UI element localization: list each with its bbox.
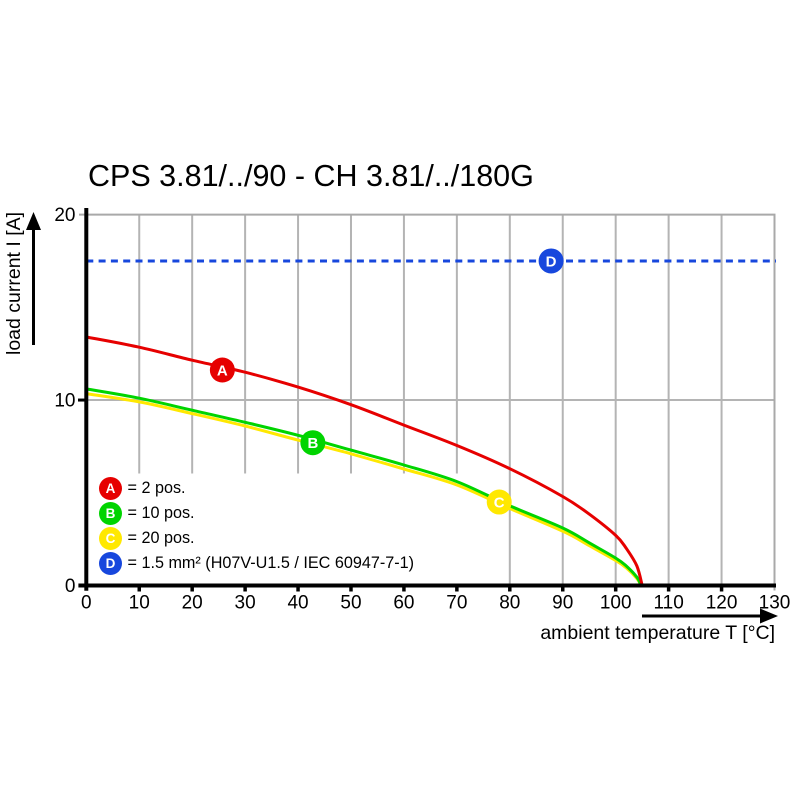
x-tick-label: 0 bbox=[81, 593, 92, 614]
x-tick-label: 40 bbox=[287, 593, 308, 614]
legend-item-A: A = 2 pos. bbox=[99, 477, 414, 502]
x-tick-label: 30 bbox=[235, 593, 256, 614]
marker-layer: A B C D bbox=[209, 248, 564, 515]
marker-letter-A: A bbox=[217, 363, 228, 380]
legend-marker-D: D bbox=[99, 551, 122, 575]
curve-B bbox=[86, 387, 643, 587]
y-axis-title: load current I [A] bbox=[3, 211, 25, 355]
legend-label-C: = 20 pos. bbox=[127, 528, 195, 547]
y-tick-label: 0 bbox=[65, 576, 76, 597]
x-tick-label: 110 bbox=[653, 593, 683, 614]
legend-marker-B: B bbox=[99, 502, 122, 526]
legend-marker-A: A bbox=[99, 477, 122, 501]
x-tick-label: 60 bbox=[393, 593, 414, 614]
y-axis-arrow-head bbox=[26, 212, 41, 230]
marker-A: A bbox=[209, 357, 235, 383]
legend-label-B: = 10 pos. bbox=[127, 504, 195, 523]
marker-B: B bbox=[300, 430, 326, 456]
x-tick-label: 90 bbox=[552, 593, 573, 614]
marker-circle-A bbox=[209, 357, 235, 383]
x-tick-label: 120 bbox=[706, 593, 738, 614]
marker-D: D bbox=[538, 248, 564, 274]
x-tick-label: 130 bbox=[759, 593, 791, 614]
y-tick-label: 20 bbox=[54, 205, 75, 226]
y-tick-label: 10 bbox=[54, 391, 75, 412]
legend: A = 2 pos. B = 10 pos. C = 20 pos. D = 1.5 mm² … bbox=[99, 477, 414, 576]
marker-circle-C bbox=[486, 489, 512, 515]
x-tick-label: 70 bbox=[446, 593, 467, 614]
x-tick-label: 20 bbox=[182, 593, 203, 614]
marker-circle-B bbox=[300, 430, 326, 456]
legend-marker-C: C bbox=[99, 526, 122, 550]
legend-label-D: = 1.5 mm² (H07V-U1.5 / IEC 60947-7-1) bbox=[127, 553, 415, 572]
x-tick-label: 50 bbox=[340, 593, 361, 614]
chart-title: CPS 3.81/../90 - CH 3.81/../180G bbox=[88, 159, 534, 193]
x-axis-arrow-head bbox=[760, 608, 778, 624]
x-tick-label: 80 bbox=[499, 593, 520, 614]
legend-item-B: B = 10 pos. bbox=[99, 501, 414, 526]
marker-C: C bbox=[486, 489, 512, 515]
marker-circle-D bbox=[538, 248, 564, 274]
curve-layer bbox=[86, 259, 776, 587]
legend-item-D: D = 1.5 mm² (H07V-U1.5 / IEC 60947-7-1) bbox=[99, 551, 414, 576]
tick-label-layer: 0 10 20 30 40 50 60 70 80 90 100 110 120 130 0 10 20 bbox=[54, 205, 790, 613]
x-tick-label: 100 bbox=[600, 593, 632, 614]
curve-A bbox=[86, 335, 644, 586]
x-axis-title: ambient temperature T [°C] bbox=[540, 622, 775, 644]
axis-layer bbox=[26, 208, 778, 624]
x-tick-label: 10 bbox=[129, 593, 150, 614]
marker-letter-C: C bbox=[494, 495, 505, 512]
curve-C bbox=[86, 392, 643, 587]
legend-item-C: C = 20 pos. bbox=[99, 526, 414, 551]
grid-layer bbox=[79, 213, 776, 591]
legend-label-A: = 2 pos. bbox=[127, 479, 186, 498]
marker-letter-B: B bbox=[307, 435, 318, 452]
marker-letter-D: D bbox=[546, 253, 557, 270]
